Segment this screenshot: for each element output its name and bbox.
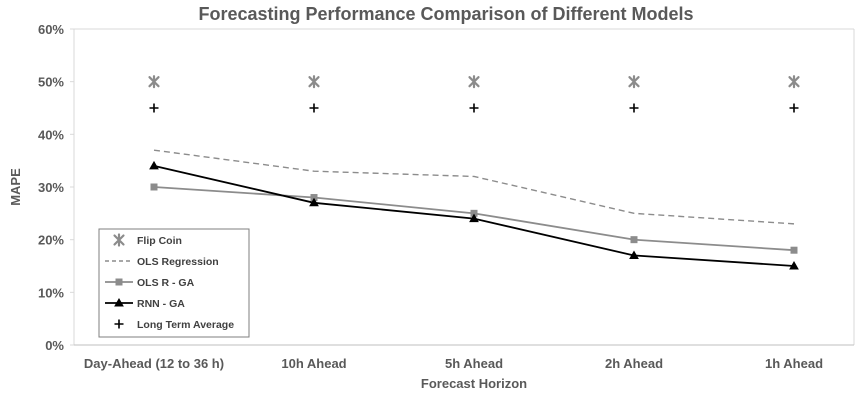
- y-tick-label: 40%: [38, 127, 64, 142]
- y-axis-title: MAPE: [8, 168, 23, 206]
- legend-items: Flip Coin OLS Regression OLS R - GA RNN - G…: [105, 233, 234, 331]
- data-point-rnn-ga: [149, 160, 159, 170]
- chart-title: Forecasting Performance Comparison of Di…: [198, 4, 693, 24]
- legend-item-long-term-average: Long Term Average: [114, 319, 234, 331]
- y-tick-label: 0%: [45, 338, 64, 353]
- data-point-long-term-average: [629, 103, 639, 113]
- y-tick-label: 20%: [38, 233, 64, 248]
- legend-label-flip-coin: Flip Coin: [137, 235, 182, 247]
- legend-item-ols-r-ga: OLS R - GA: [105, 277, 195, 289]
- data-point-flip-coin: [788, 75, 800, 89]
- data-point-rnn-ga: [789, 260, 799, 270]
- legend-marker-long-term-average: [114, 319, 124, 329]
- data-point-flip-coin: [148, 75, 160, 89]
- legend-marker-rnn-ga: [114, 297, 124, 307]
- series-rnn-ga: [149, 160, 799, 270]
- series-ols-regression: [153, 149, 795, 225]
- legend-item-flip-coin: Flip Coin: [113, 233, 182, 247]
- data-point-long-term-average: [309, 103, 319, 113]
- legend-marker-ols-r-ga: [115, 278, 123, 286]
- legend: Flip Coin OLS Regression OLS R - GA RNN - G…: [98, 228, 250, 338]
- legend-label-long-term-average: Long Term Average: [137, 319, 234, 331]
- legend-item-ols-regression: OLS Regression: [105, 256, 219, 268]
- x-tick-label: 1h Ahead: [765, 356, 823, 371]
- data-point-ols-r-ga: [150, 183, 158, 191]
- y-tick-label: 50%: [38, 75, 64, 90]
- data-point-flip-coin: [468, 75, 480, 89]
- x-axis-ticks: Day-Ahead (12 to 36 h) 10h Ahead 5h Ahead 2…: [84, 356, 823, 371]
- data-point-rnn-ga: [629, 250, 639, 259]
- x-tick-label: 10h Ahead: [281, 356, 346, 371]
- legend-box: [98, 228, 250, 338]
- data-point-long-term-average: [789, 103, 799, 113]
- x-tick-label: 5h Ahead: [445, 356, 503, 371]
- data-point-flip-coin: [308, 75, 320, 89]
- data-point-long-term-average: [469, 103, 479, 113]
- data-point-rnn-ga: [309, 197, 319, 207]
- series-flip-coin: [148, 75, 800, 89]
- data-point-ols-r-ga: [790, 246, 798, 254]
- legend-label-rnn-ga: RNN - GA: [137, 298, 185, 310]
- data-point-rnn-ga: [469, 213, 479, 223]
- y-tick-label: 10%: [38, 285, 64, 300]
- y-tick-label: 30%: [38, 180, 64, 195]
- y-tick-label: 60%: [38, 22, 64, 37]
- data-point-flip-coin: [628, 75, 640, 89]
- series-line-ols-regression: [153, 149, 795, 225]
- legend-label-ols-r-ga: OLS R - GA: [137, 277, 195, 289]
- x-tick-label: 2h Ahead: [605, 356, 663, 371]
- data-point-ols-r-ga: [630, 236, 638, 244]
- legend-item-rnn-ga: RNN - GA: [105, 297, 185, 310]
- y-axis-ticks: 0% 10% 20% 30% 40% 50% 60%: [38, 22, 74, 353]
- series-layer: [148, 75, 800, 270]
- legend-marker-flip-coin: [113, 233, 125, 247]
- legend-label-ols-regression: OLS Regression: [137, 256, 219, 268]
- x-axis-title: Forecast Horizon: [421, 376, 527, 391]
- data-point-long-term-average: [149, 103, 159, 113]
- series-long-term-average: [149, 103, 799, 113]
- x-tick-label: Day-Ahead (12 to 36 h): [84, 356, 224, 371]
